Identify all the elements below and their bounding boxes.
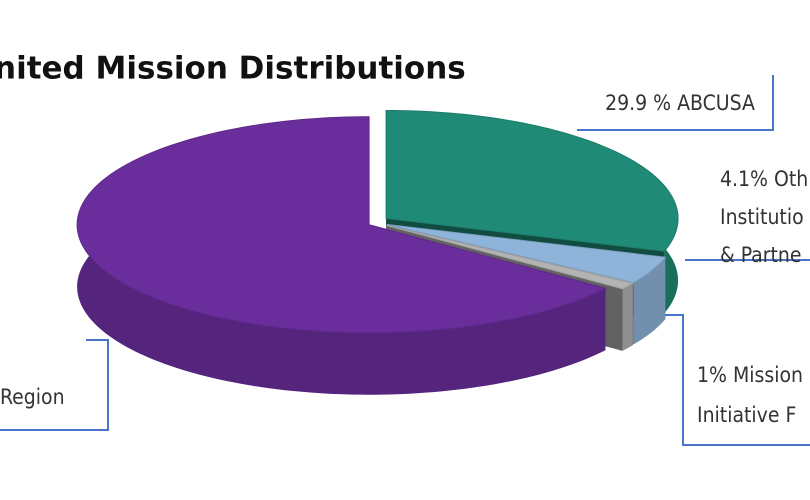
slice-side bbox=[622, 283, 633, 351]
data-label: Institutio bbox=[720, 205, 804, 229]
leader-line bbox=[660, 314, 810, 446]
data-label: 4.1% Oth bbox=[720, 167, 808, 191]
slice-side bbox=[633, 257, 666, 345]
slice bbox=[386, 224, 667, 283]
leader-line bbox=[577, 75, 774, 131]
data-label: Region bbox=[0, 385, 65, 409]
data-label: 29.9 % ABCUSA bbox=[605, 91, 755, 115]
slice bbox=[385, 109, 679, 252]
data-label: & Partne bbox=[720, 243, 802, 267]
leader-line bbox=[0, 339, 109, 431]
data-label: 1% Mission bbox=[697, 363, 803, 387]
data-label: Initiative F bbox=[697, 403, 796, 427]
chart-title: nited Mission Distributions bbox=[0, 51, 466, 87]
slice bbox=[76, 116, 607, 334]
slice bbox=[386, 224, 635, 290]
